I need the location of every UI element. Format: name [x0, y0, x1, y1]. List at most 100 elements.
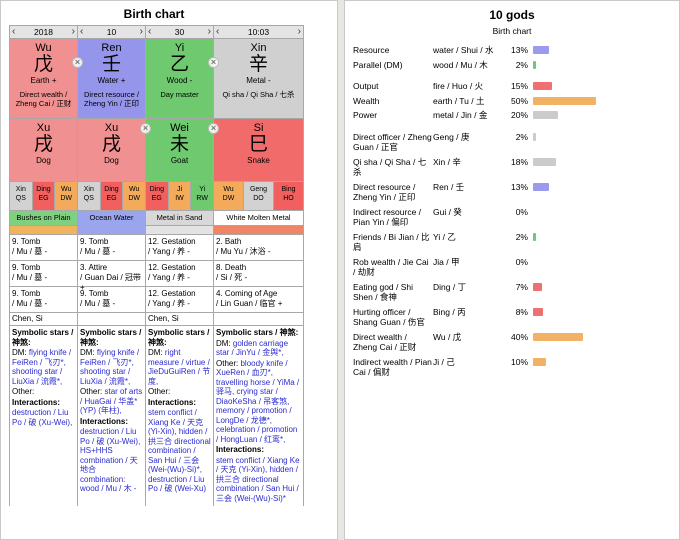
hidden-stem-name: Ding: [104, 186, 119, 193]
god-element: Yi / 乙: [433, 231, 456, 242]
hidden-stem-cell[interactable]: Xin QS: [78, 182, 101, 210]
star-link[interactable]: bloody knife / XueRen / 血刃*,: [216, 358, 288, 378]
hidden-stem-abbr: QS: [15, 195, 26, 202]
life-stage-name: 12. Gestation: [148, 237, 196, 246]
next-arrow-icon[interactable]: ›: [139, 26, 143, 37]
hidden-stem-cell[interactable]: Ding EG: [146, 182, 169, 210]
life-stage-name: 12. Gestation: [148, 289, 196, 298]
hidden-stem-cell[interactable]: Wu DW: [214, 182, 244, 210]
star-link[interactable]: memory / promotion / LongDe / 龙德*,: [216, 406, 292, 425]
stem-character: 乙: [169, 54, 189, 75]
stem-cell[interactable]: Yi 乙 Wood - Day master: [146, 39, 214, 119]
life-stage-name: 9. Tomb: [12, 289, 41, 298]
hidden-stem-cell[interactable]: Ding EG: [100, 182, 124, 210]
stars-dm-label: DM:: [216, 338, 231, 348]
void-branches: Chen, Si: [146, 313, 214, 326]
stem-interaction-icon[interactable]: ×: [72, 57, 83, 68]
god-label: Rob wealth / Jie Cai / 劫财: [353, 256, 429, 278]
hidden-stem-name: Ding: [36, 186, 51, 193]
stars-other-line: Other: bloody knife / XueRen / 血刃*, trav…: [216, 359, 301, 445]
branch-name: Wei: [170, 122, 189, 134]
hidden-stem-cell[interactable]: Ding EG: [32, 182, 56, 210]
symbolic-stars-title: Symbolic stars / 神煞:: [12, 328, 74, 347]
branch-interaction-icon[interactable]: ×: [208, 123, 219, 134]
interaction-link[interactable]: stem conflict / Xiang Ke / 天克 (Yi-Xin),: [148, 408, 204, 436]
symbolic-stars-title: Symbolic stars / 神煞:: [216, 328, 299, 337]
branch-cell[interactable]: Wei 未 Goat: [146, 119, 214, 182]
pillar-header-value: 30: [174, 27, 185, 37]
interaction-link[interactable]: stem conflict / Xiang Ke / 天克 (Yi-Xin),: [216, 455, 300, 475]
next-arrow-icon[interactable]: ›: [71, 26, 75, 37]
branch-cell[interactable]: Xu 戌 Dog: [10, 119, 78, 182]
hidden-stem-cell[interactable]: Wu DW: [55, 182, 78, 210]
hidden-stems-row: Ding EG Ji IW Yi RW: [146, 182, 214, 211]
hidden-stem-cell[interactable]: Yi RW: [191, 182, 214, 210]
star-link[interactable]: right measure / virtue / JieDuGuiRen / 节…: [148, 348, 211, 386]
pillar-2: ‹ 10 › Ren 壬 Water + Direct resource / Zheng Y…: [78, 26, 146, 506]
life-stage-detail: / Guan Dai / 冠带 +: [80, 273, 141, 292]
star-link[interactable]: shooting star / LiuXia / 流霞*,: [12, 367, 63, 386]
star-link[interactable]: star of arts / HuaGai / 华盖*(YP) (年柱),: [80, 387, 143, 415]
star-link[interactable]: flying knife / FeiRen / 飞刃*,: [12, 348, 72, 367]
stem-cell[interactable]: Wu 戊 Earth + Direct wealth / Zheng Cai / 正财: [10, 39, 78, 119]
hidden-stem-abbr: DW: [128, 195, 141, 202]
branch-interaction-icon[interactable]: ×: [140, 123, 151, 134]
interaction-link[interactable]: destruction / Liu Po / 破 (Xu-Wei),: [80, 427, 141, 446]
god-percent: 15%: [510, 81, 528, 91]
branch-cell[interactable]: Xu 戌 Dog: [78, 119, 146, 182]
nayin-cell[interactable]: Metal in Sand: [146, 211, 214, 226]
stem-name: Xin: [250, 42, 267, 54]
star-link[interactable]: travelling horse / YiMa / 驿马,: [216, 377, 300, 397]
life-stage-name: 9. Tomb: [12, 263, 41, 272]
star-link[interactable]: flying knife / FeiRen / 飞刃*,: [80, 348, 140, 367]
life-stage-detail: / Yang / 养 -: [148, 299, 190, 308]
life-stage-detail: / Yang / 养 -: [148, 273, 190, 282]
prev-arrow-icon[interactable]: ‹: [80, 26, 84, 37]
branch-character: 巳: [248, 134, 268, 155]
life-stage-detail: / Yang / 养 -: [148, 247, 190, 256]
life-stage-cell: 9. Tomb / Mu / 墓 -: [78, 287, 146, 313]
prev-arrow-icon[interactable]: ‹: [216, 26, 220, 37]
interaction-link[interactable]: HS+HHS combination / 天地合 combination: wo…: [80, 446, 138, 493]
prev-arrow-icon[interactable]: ‹: [148, 26, 152, 37]
god-label: Direct officer / Zheng Guan / 正官: [353, 131, 432, 153]
interaction-link[interactable]: hidden / 拱三合 directional combination / S…: [216, 465, 299, 503]
hidden-stem-cell[interactable]: Xin QS: [10, 182, 33, 210]
hidden-stem-name: Bing: [281, 186, 296, 193]
hidden-stem-abbr: DW: [222, 195, 235, 202]
branch-cell[interactable]: Si 巳 Snake: [214, 119, 304, 182]
stem-cell[interactable]: Xin 辛 Metal - Qi sha / Qi Sha / 七杀: [214, 39, 304, 119]
hidden-stem-cell[interactable]: Ji IW: [168, 182, 192, 210]
star-link[interactable]: shooting star / LiuXia / 流霞*,: [80, 367, 131, 386]
star-link[interactable]: crying star / DiaoKeSha / 吊客煞,: [216, 387, 290, 406]
stem-interaction-icon[interactable]: ×: [208, 57, 219, 68]
nayin-cell[interactable]: Bushes on Plain: [10, 211, 78, 226]
hidden-stems-row: Xin QS Ding EG Wu DW: [10, 182, 78, 211]
next-arrow-icon[interactable]: ›: [297, 26, 301, 37]
hidden-stem-name: Ji: [176, 186, 183, 193]
god-row: Rob wealth / Jie Cai / 劫财 Jia / 甲 0%: [353, 257, 671, 278]
hidden-stem-cell[interactable]: Geng DO: [244, 182, 274, 210]
interaction-link[interactable]: destruction / Liu Po / 破 (Wei-Xu): [148, 474, 207, 494]
life-stage-cell: 8. Death / Si / 死 -: [214, 261, 304, 287]
stars-other-line: Other:: [148, 387, 211, 397]
nayin-cell[interactable]: Ocean Water: [78, 211, 146, 226]
nayin-cell[interactable]: White Molten Metal: [214, 211, 304, 226]
god-row: Friends / Bi Jian / 比肩 Yi / 乙 2%: [353, 232, 671, 253]
hidden-stem-cell[interactable]: Bing HO: [274, 182, 303, 210]
god-element: Bing / 丙: [433, 306, 466, 317]
stem-character: 辛: [248, 54, 268, 75]
next-arrow-icon[interactable]: ›: [207, 26, 211, 37]
hidden-stem-name: Wu: [128, 186, 140, 193]
god-row: Resource water / Shui / 水 13%: [353, 45, 671, 56]
interaction-link[interactable]: destruction / Liu Po / 破 (Xu-Wei),: [12, 408, 73, 427]
star-link[interactable]: celebration / promotion / HongLuan / 红鸾*…: [216, 425, 298, 444]
prev-arrow-icon[interactable]: ‹: [12, 26, 16, 37]
god-row: Output fire / Huo / 火 15%: [353, 81, 671, 92]
hidden-stem-cell[interactable]: Wu DW: [123, 182, 146, 210]
star-link[interactable]: golden carriage star / JinYu / 金舆*,: [216, 338, 289, 358]
god-element: metal / Jin / 金: [433, 110, 488, 120]
stem-name: Ren: [101, 42, 122, 54]
stem-cell[interactable]: Ren 壬 Water + Direct resource / Zheng Yin /…: [78, 39, 146, 119]
interaction-link[interactable]: hidden / 拱三合 directional combination / S…: [148, 427, 211, 474]
